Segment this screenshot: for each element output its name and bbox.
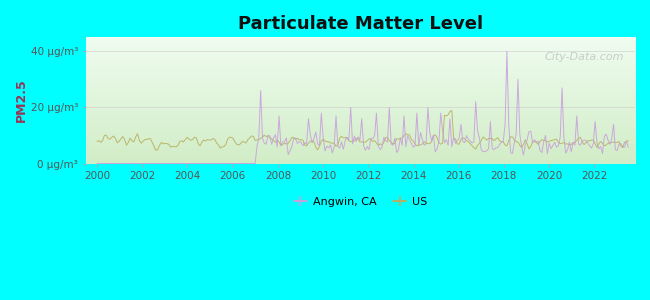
Text: City-Data.com: City-Data.com xyxy=(545,52,624,62)
Y-axis label: PM2.5: PM2.5 xyxy=(15,79,28,122)
Title: Particulate Matter Level: Particulate Matter Level xyxy=(238,15,483,33)
Legend: Angwin, CA, US: Angwin, CA, US xyxy=(289,192,432,211)
